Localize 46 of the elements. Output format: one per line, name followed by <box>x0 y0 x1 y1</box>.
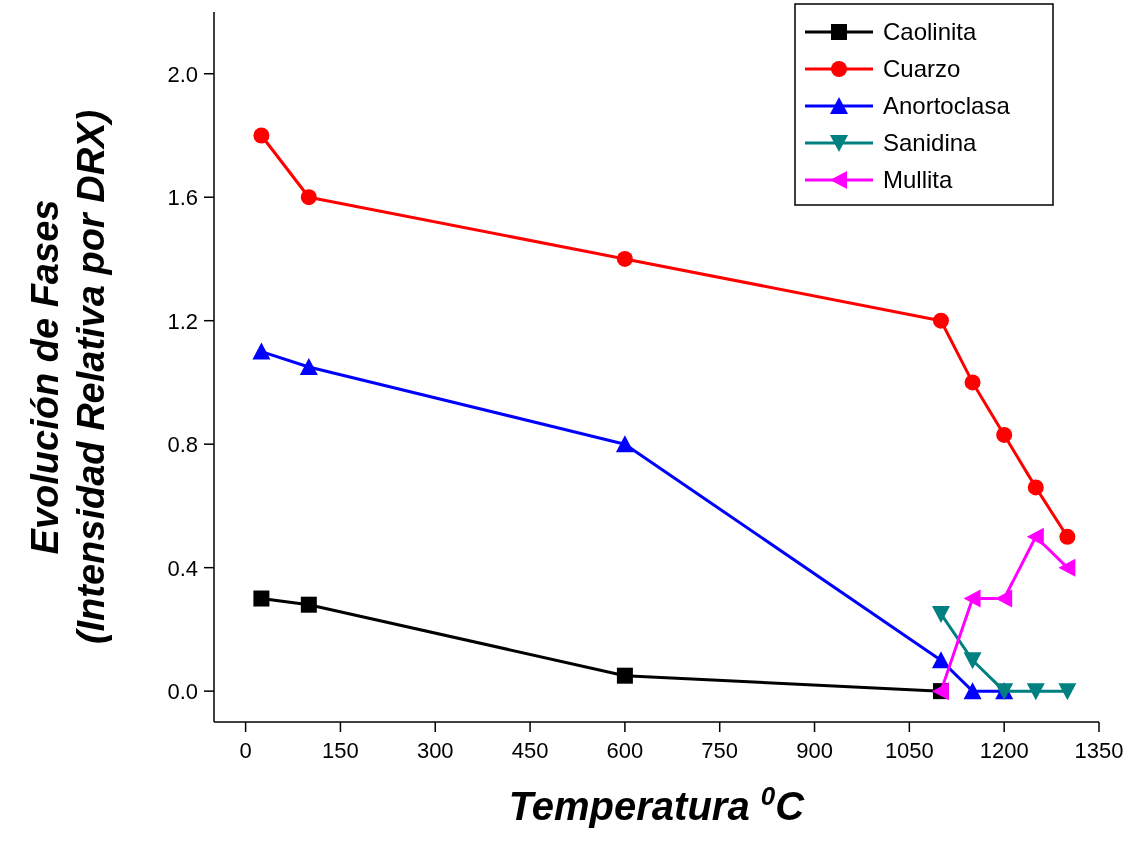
point <box>1026 527 1044 546</box>
legend-label: Caolinita <box>883 18 978 45</box>
point <box>1058 683 1077 701</box>
x-tick-label: 150 <box>322 738 359 763</box>
y-tick-label: 0.4 <box>167 555 198 581</box>
y-tick-label: 2.0 <box>167 61 198 87</box>
point <box>253 590 270 607</box>
x-tick-label: 600 <box>606 738 644 763</box>
x-tick-label: 1050 <box>884 738 934 763</box>
point <box>615 435 634 453</box>
point <box>932 312 949 329</box>
point <box>1027 479 1044 496</box>
point <box>300 596 317 613</box>
y-tick-label: 1.6 <box>167 185 198 211</box>
point <box>299 358 318 375</box>
x-tick-label: 450 <box>511 738 549 763</box>
point <box>963 652 982 670</box>
point <box>253 127 270 144</box>
point <box>1026 683 1045 701</box>
x-axis-title: Temperatura $^{0}$C <box>508 781 806 828</box>
x-tick-label: 1350 <box>1074 738 1124 763</box>
point <box>964 374 981 391</box>
x-tick-label: 900 <box>796 738 833 763</box>
point <box>300 189 317 206</box>
y-tick-label: 0.0 <box>167 679 198 705</box>
y-tick-label: 0.8 <box>167 432 198 458</box>
legend-label: Mullita <box>883 166 953 193</box>
legend-label: Cuarzo <box>883 55 961 82</box>
x-tick-label: 0 <box>239 738 252 763</box>
legend-label: Sanidina <box>883 129 978 156</box>
legend-label: Anortoclasa <box>883 92 1011 119</box>
point <box>616 667 633 684</box>
x-tick-label: 1200 <box>979 738 1029 763</box>
point <box>931 651 950 669</box>
point <box>1059 528 1076 545</box>
x-tick-label: 300 <box>416 738 454 763</box>
x-tick-label: 750 <box>701 738 739 763</box>
point <box>963 682 982 700</box>
point <box>252 342 271 360</box>
point <box>996 426 1013 443</box>
point <box>616 250 633 267</box>
point <box>963 589 981 608</box>
point <box>931 605 950 623</box>
point <box>1058 558 1076 577</box>
y-tick-label: 1.2 <box>167 308 198 334</box>
y-axis-title: Evolución de Fases (Intensidad Relativa por DRX) <box>24 109 112 645</box>
